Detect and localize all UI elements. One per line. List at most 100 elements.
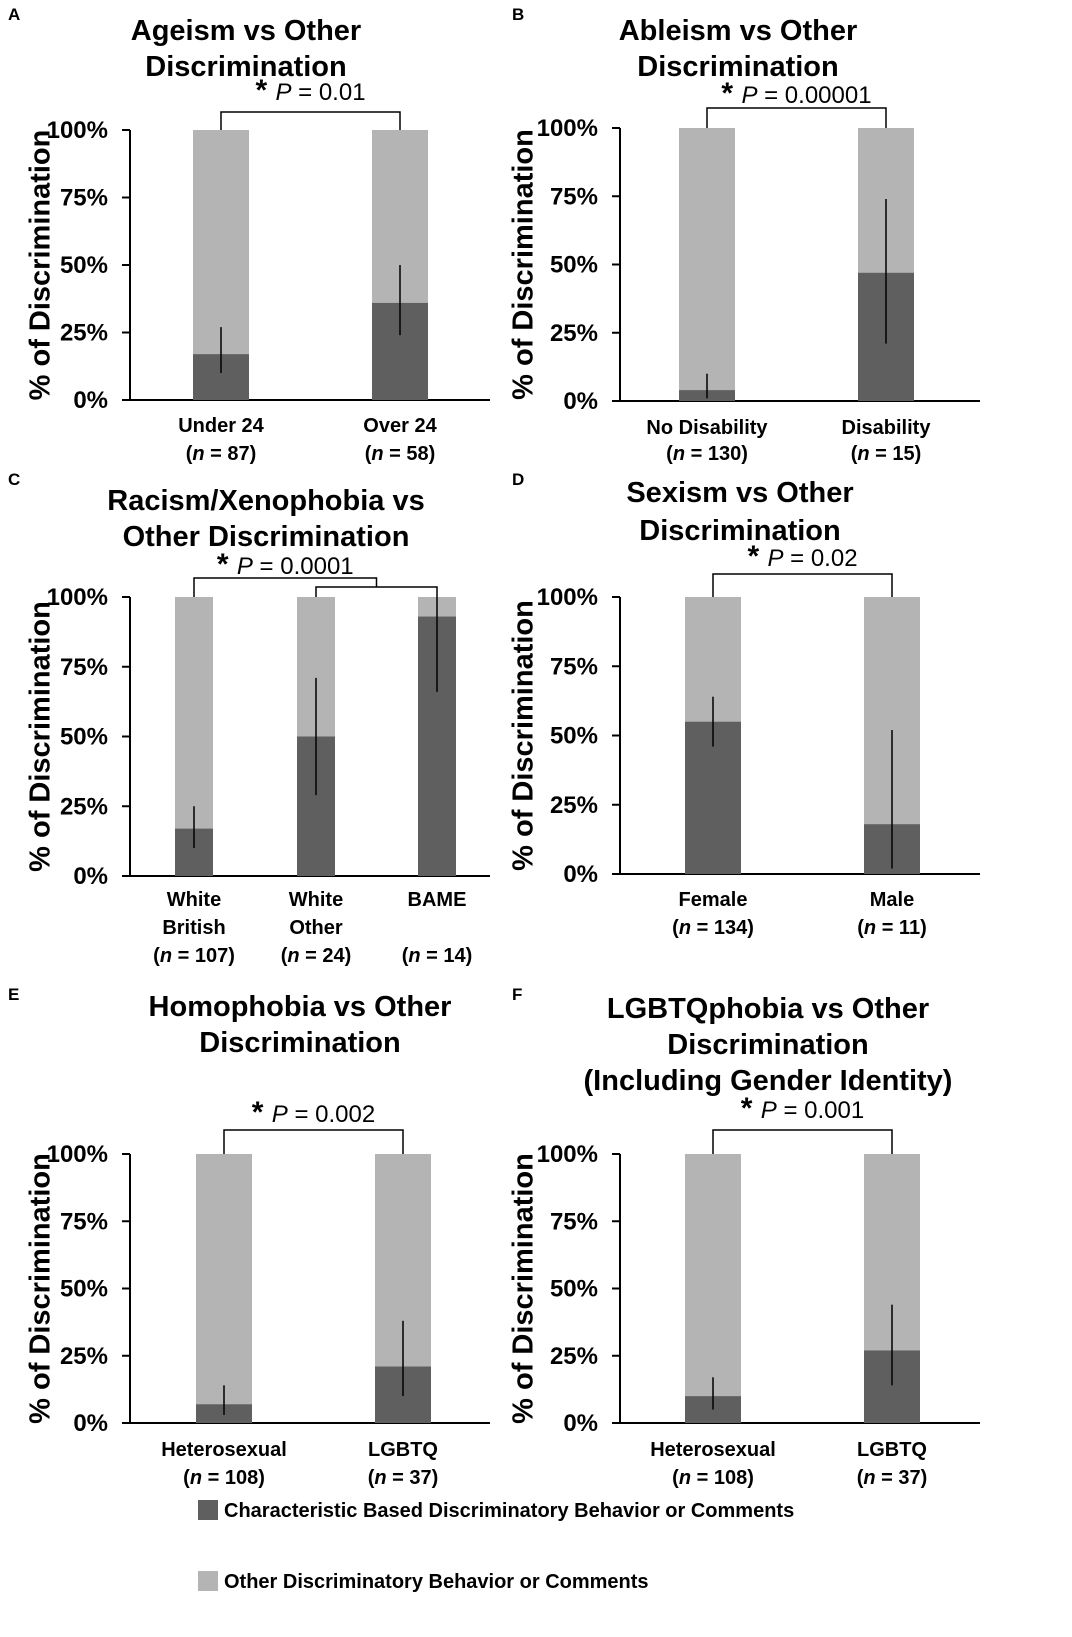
x-category-n: (n = 15)	[851, 443, 922, 465]
x-category-n: (n = 108)	[183, 1467, 265, 1489]
chart-title-line: (Including Gender Identity)	[584, 1065, 953, 1097]
y-tick-label: 100%	[47, 584, 108, 611]
y-tick-label: 75%	[60, 185, 108, 212]
y-tick-label: 100%	[537, 115, 598, 142]
chart-panel-d: D Sexism vs Other Discrimination % of Discr…	[508, 470, 980, 939]
x-category-n: (n = 37)	[368, 1467, 439, 1489]
y-tick-label: 50%	[60, 252, 108, 279]
y-tick-label: 0%	[563, 1410, 598, 1437]
significance-label: * P = 0.02	[747, 540, 857, 573]
chart-panel-b: B Ableism vs Other Discrimination % of Disc…	[508, 5, 980, 465]
panel-letter: D	[512, 470, 524, 489]
y-tick-label: 75%	[550, 1208, 598, 1235]
panel-letter: B	[512, 5, 524, 24]
y-tick-label: 50%	[550, 723, 598, 750]
y-axis-label: % of Discrimination	[508, 600, 540, 871]
y-tick-label: 100%	[537, 1141, 598, 1168]
x-category-n: (n = 130)	[666, 443, 748, 465]
x-category-label: Male	[870, 889, 914, 911]
chart-panel-a: A Ageism vs Other Discrimination % of Discr…	[8, 5, 490, 465]
y-axis-label: % of Discrimination	[25, 1153, 57, 1424]
y-tick-label: 75%	[550, 653, 598, 680]
chart-panel-f: F LGBTQphobia vs Other Discrimination (Incl…	[508, 985, 980, 1489]
y-tick-label: 75%	[60, 1208, 108, 1235]
chart-title-line: Ageism vs Other	[131, 15, 361, 47]
significance-bracket	[712, 573, 893, 597]
y-tick-label: 0%	[563, 861, 598, 888]
chart-title-line: Sexism vs Other	[626, 477, 853, 509]
chart-title-line: Discrimination	[145, 51, 346, 83]
bar-other-discrimination	[685, 1154, 741, 1397]
bar-other-discrimination	[679, 128, 735, 391]
y-tick-label: 100%	[47, 1141, 108, 1168]
y-tick-label: 75%	[60, 654, 108, 681]
x-category-label: BAME	[408, 889, 467, 911]
x-category-n: (n = 134)	[672, 917, 754, 939]
x-category-n: (n = 108)	[672, 1467, 754, 1489]
legend-label: Other Discriminatory Behavior or Comment…	[224, 1571, 649, 1593]
x-category-n: (n = 14)	[402, 945, 473, 967]
bar-other-discrimination	[193, 130, 249, 355]
y-tick-label: 50%	[60, 724, 108, 751]
legend-swatch	[198, 1500, 218, 1520]
y-axis-label: % of Discrimination	[508, 1153, 540, 1424]
x-category-label: Under 24	[178, 415, 264, 437]
x-category-label: Other	[289, 917, 343, 939]
panel-letter: F	[512, 985, 522, 1004]
chart-title-line: Ableism vs Other	[619, 15, 858, 47]
significance-bracket	[193, 577, 378, 597]
x-category-n: (n = 24)	[281, 945, 352, 967]
x-category-n: (n = 58)	[365, 443, 436, 465]
chart-title-line: Discrimination	[637, 51, 838, 83]
legend-label: Characteristic Based Discriminatory Beha…	[224, 1500, 794, 1522]
x-category-label: LGBTQ	[368, 1439, 438, 1461]
bar-characteristic-discrimination	[685, 721, 741, 874]
y-tick-label: 50%	[550, 1276, 598, 1303]
chart-title-line: LGBTQphobia vs Other	[607, 993, 929, 1025]
x-category-label: Over 24	[363, 415, 437, 437]
x-category-label: No Disability	[646, 417, 768, 439]
x-category-label: Heterosexual	[161, 1439, 287, 1461]
x-category-label: Disability	[842, 417, 932, 439]
significance-label: * P = 0.00001	[721, 77, 871, 110]
y-axis-label: % of Discrimination	[508, 129, 540, 400]
y-tick-label: 25%	[60, 1343, 108, 1370]
bar-other-discrimination	[175, 597, 213, 829]
y-tick-label: 100%	[47, 117, 108, 144]
x-category-label: Female	[679, 889, 748, 911]
significance-bracket	[223, 1129, 404, 1154]
y-tick-label: 0%	[563, 388, 598, 415]
panel-letter: C	[8, 470, 20, 489]
chart-panel-e: E Homophobia vs Other Discrimination % of D…	[8, 985, 490, 1489]
y-tick-label: 0%	[73, 1410, 108, 1437]
y-tick-label: 25%	[550, 320, 598, 347]
y-tick-label: 25%	[60, 793, 108, 820]
panel-letter: A	[8, 5, 20, 24]
bar-other-discrimination	[196, 1154, 252, 1405]
x-category-n: (n = 87)	[186, 443, 257, 465]
chart-title-line: Homophobia vs Other	[149, 991, 452, 1023]
y-tick-label: 25%	[550, 1343, 598, 1370]
y-axis-label: % of Discrimination	[25, 130, 57, 401]
x-category-label: Heterosexual	[650, 1439, 776, 1461]
x-category-label: White	[167, 889, 221, 911]
significance-bracket	[706, 107, 887, 128]
significance-label: * P = 0.0001	[217, 548, 354, 581]
legend: Characteristic Based Discriminatory Beha…	[198, 1500, 794, 1593]
y-tick-label: 0%	[73, 863, 108, 890]
chart-title-line: Racism/Xenophobia vs	[107, 485, 425, 517]
y-axis-label: % of Discrimination	[25, 601, 57, 872]
x-category-n: (n = 37)	[857, 1467, 928, 1489]
chart-title-line: Discrimination	[639, 515, 840, 547]
y-tick-label: 25%	[60, 320, 108, 347]
y-tick-label: 75%	[550, 183, 598, 210]
significance-label: * P = 0.01	[255, 74, 365, 107]
x-category-n: (n = 11)	[857, 917, 927, 939]
y-tick-label: 50%	[60, 1276, 108, 1303]
x-category-label: LGBTQ	[857, 1439, 927, 1461]
chart-title-line: Discrimination	[667, 1029, 868, 1061]
chart-title-line: Other Discrimination	[123, 521, 410, 553]
y-tick-label: 50%	[550, 252, 598, 279]
x-category-label: White	[289, 889, 343, 911]
